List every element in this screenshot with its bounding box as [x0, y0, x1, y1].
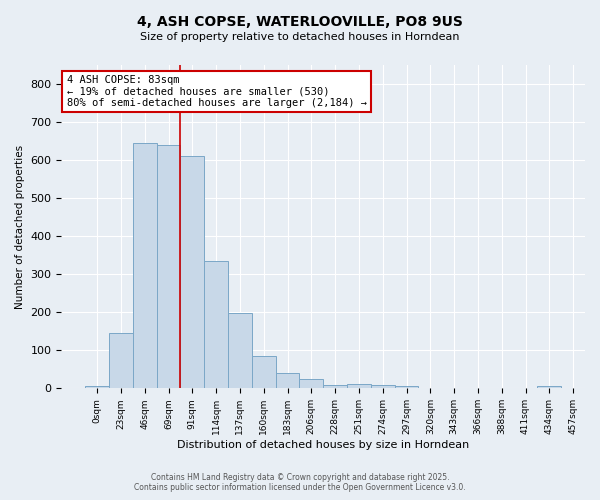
Text: Contains HM Land Registry data © Crown copyright and database right 2025.
Contai: Contains HM Land Registry data © Crown c…	[134, 473, 466, 492]
Bar	[299, 379, 323, 388]
Bar	[252, 356, 275, 388]
Bar	[275, 373, 299, 388]
Text: 4 ASH COPSE: 83sqm
← 19% of detached houses are smaller (530)
80% of semi-detach: 4 ASH COPSE: 83sqm ← 19% of detached hou…	[67, 74, 367, 108]
X-axis label: Distribution of detached houses by size in Horndean: Distribution of detached houses by size …	[177, 440, 469, 450]
Bar	[133, 143, 157, 388]
Bar	[157, 145, 181, 388]
Bar	[181, 156, 204, 388]
Bar	[85, 386, 109, 388]
Y-axis label: Number of detached properties: Number of detached properties	[15, 144, 25, 308]
Bar	[228, 313, 252, 388]
Bar	[538, 386, 561, 388]
Bar	[204, 261, 228, 388]
Bar	[323, 384, 347, 388]
Bar	[347, 384, 371, 388]
Text: 4, ASH COPSE, WATERLOOVILLE, PO8 9US: 4, ASH COPSE, WATERLOOVILLE, PO8 9US	[137, 15, 463, 29]
Bar	[395, 386, 418, 388]
Bar	[371, 386, 395, 388]
Bar	[109, 333, 133, 388]
Text: Size of property relative to detached houses in Horndean: Size of property relative to detached ho…	[140, 32, 460, 42]
